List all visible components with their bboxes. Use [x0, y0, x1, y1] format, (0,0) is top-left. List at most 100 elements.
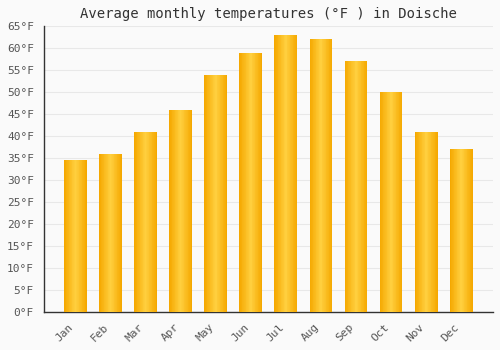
- Bar: [466, 149, 468, 312]
- Bar: [323, 40, 324, 312]
- Bar: [312, 40, 314, 312]
- Bar: [221, 75, 222, 312]
- Bar: [432, 132, 433, 312]
- Bar: [204, 75, 205, 312]
- Bar: [286, 35, 288, 312]
- Bar: [83, 160, 84, 312]
- Bar: [78, 160, 80, 312]
- Bar: [311, 40, 312, 312]
- Bar: [421, 132, 422, 312]
- Bar: [110, 154, 112, 312]
- Bar: [112, 154, 113, 312]
- Bar: [422, 132, 423, 312]
- Title: Average monthly temperatures (°F ) in Doische: Average monthly temperatures (°F ) in Do…: [80, 7, 457, 21]
- Bar: [179, 110, 180, 312]
- Bar: [416, 132, 417, 312]
- Bar: [103, 154, 104, 312]
- Bar: [283, 35, 284, 312]
- Bar: [292, 35, 294, 312]
- Bar: [450, 149, 452, 312]
- Bar: [187, 110, 188, 312]
- Bar: [115, 154, 116, 312]
- Bar: [280, 35, 281, 312]
- Bar: [463, 149, 464, 312]
- Bar: [470, 149, 471, 312]
- Bar: [436, 132, 437, 312]
- Bar: [145, 132, 146, 312]
- Bar: [386, 92, 388, 312]
- Bar: [250, 52, 251, 312]
- Bar: [240, 52, 241, 312]
- Bar: [456, 149, 458, 312]
- Bar: [346, 62, 347, 312]
- Bar: [363, 62, 364, 312]
- Bar: [176, 110, 177, 312]
- Bar: [76, 160, 77, 312]
- Bar: [210, 75, 211, 312]
- Bar: [206, 75, 208, 312]
- Bar: [152, 132, 153, 312]
- Bar: [84, 160, 86, 312]
- Bar: [224, 75, 225, 312]
- Bar: [186, 110, 187, 312]
- Bar: [257, 52, 258, 312]
- Bar: [324, 40, 325, 312]
- Bar: [64, 160, 65, 312]
- Bar: [359, 62, 360, 312]
- Bar: [325, 40, 326, 312]
- Bar: [322, 40, 323, 312]
- Bar: [153, 132, 154, 312]
- Bar: [291, 35, 292, 312]
- Bar: [136, 132, 138, 312]
- Bar: [344, 62, 346, 312]
- Bar: [458, 149, 459, 312]
- Bar: [80, 160, 81, 312]
- Bar: [190, 110, 192, 312]
- Bar: [107, 154, 108, 312]
- Bar: [174, 110, 176, 312]
- Bar: [188, 110, 189, 312]
- Bar: [391, 92, 392, 312]
- Bar: [248, 52, 250, 312]
- Bar: [317, 40, 318, 312]
- Bar: [108, 154, 109, 312]
- Bar: [417, 132, 418, 312]
- Bar: [113, 154, 114, 312]
- Bar: [99, 154, 100, 312]
- Bar: [321, 40, 322, 312]
- Bar: [288, 35, 289, 312]
- Bar: [86, 160, 87, 312]
- Bar: [121, 154, 122, 312]
- Bar: [277, 35, 278, 312]
- Bar: [315, 40, 316, 312]
- Bar: [426, 132, 427, 312]
- Bar: [381, 92, 382, 312]
- Bar: [65, 160, 66, 312]
- Bar: [146, 132, 147, 312]
- Bar: [254, 52, 256, 312]
- Bar: [310, 40, 311, 312]
- Bar: [326, 40, 327, 312]
- Bar: [156, 132, 157, 312]
- Bar: [430, 132, 432, 312]
- Bar: [415, 132, 416, 312]
- Bar: [214, 75, 215, 312]
- Bar: [109, 154, 110, 312]
- Bar: [314, 40, 315, 312]
- Bar: [225, 75, 226, 312]
- Bar: [362, 62, 363, 312]
- Bar: [320, 40, 321, 312]
- Bar: [459, 149, 460, 312]
- Bar: [395, 92, 396, 312]
- Bar: [427, 132, 428, 312]
- Bar: [209, 75, 210, 312]
- Bar: [243, 52, 244, 312]
- Bar: [189, 110, 190, 312]
- Bar: [296, 35, 298, 312]
- Bar: [358, 62, 359, 312]
- Bar: [172, 110, 173, 312]
- Bar: [184, 110, 186, 312]
- Bar: [401, 92, 402, 312]
- Bar: [114, 154, 115, 312]
- Bar: [398, 92, 400, 312]
